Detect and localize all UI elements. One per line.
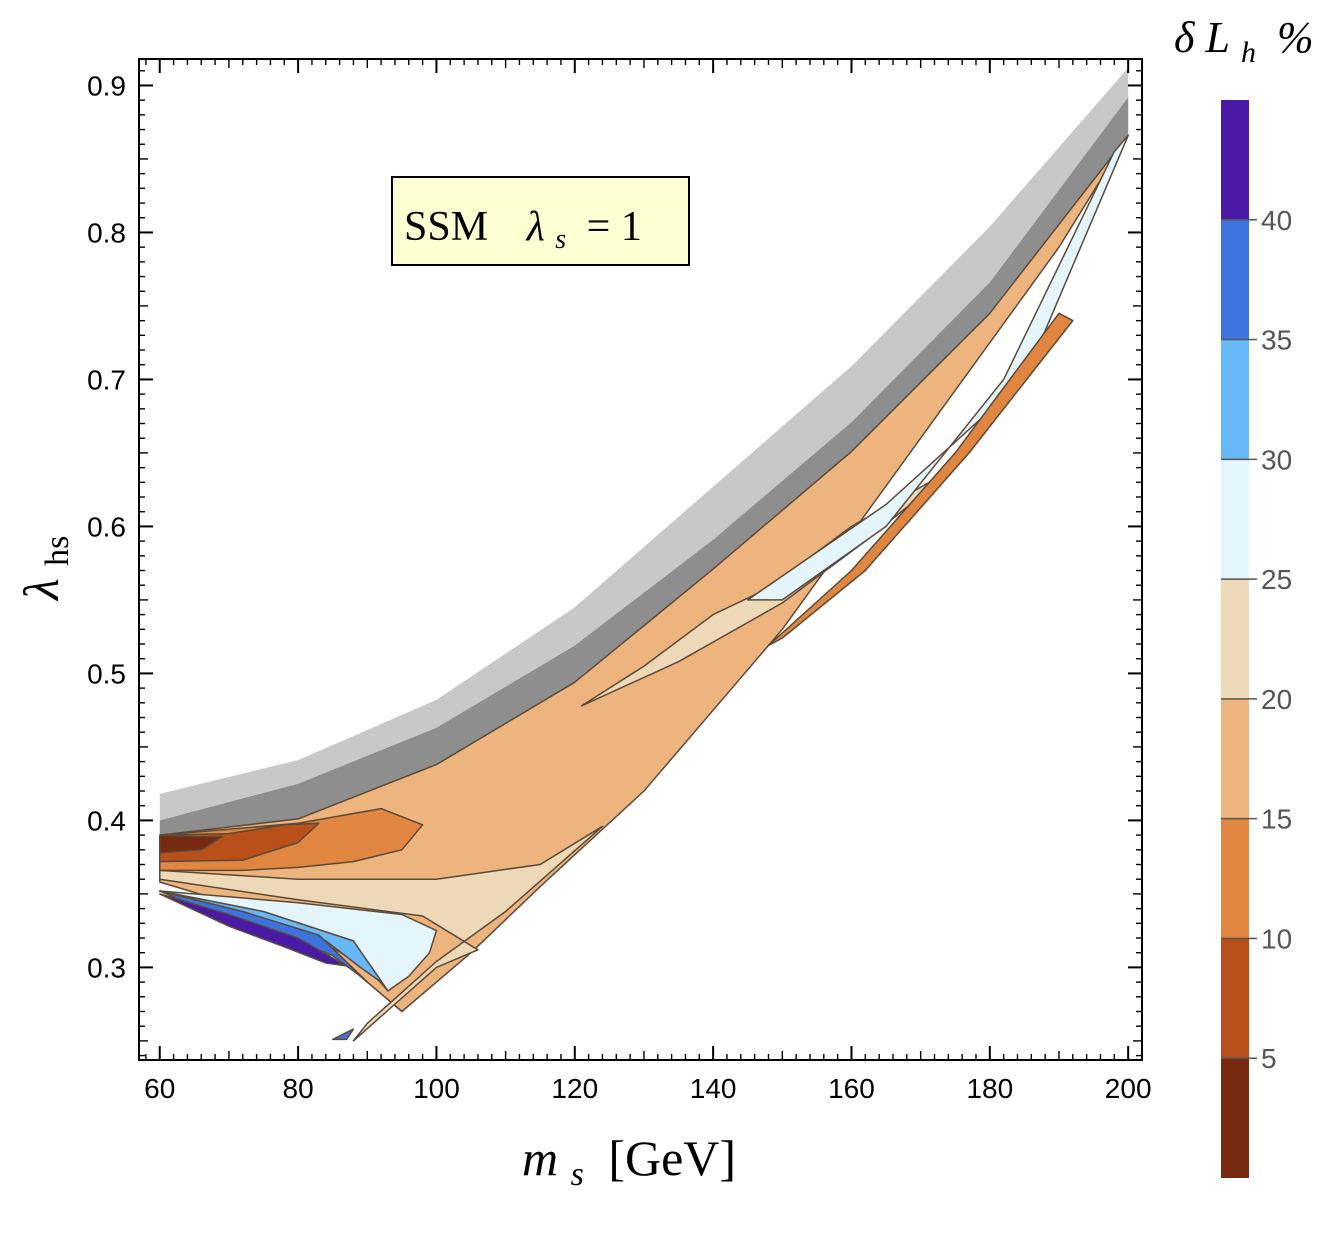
- x-tick-label: 160: [828, 1073, 875, 1104]
- contour-region-10-15-10: [767, 312, 1074, 647]
- x-axis-subscript: s: [571, 1156, 584, 1193]
- colorbar-segment-30-35: [1221, 339, 1249, 460]
- colorbar-tick-label: 30: [1261, 444, 1292, 475]
- plot-frame: [138, 58, 1143, 1061]
- contour-region-20-25-1: [159, 825, 604, 1042]
- x-axis-symbol: m: [522, 1130, 558, 1186]
- contour-region-0-5-12: [159, 834, 223, 854]
- annotation-model: SSM: [404, 204, 488, 250]
- x-tick-label: 200: [1105, 1073, 1152, 1104]
- contour-region-25-30-4: [746, 134, 1129, 601]
- svg-text:SSM λ s = 1: SSM λ s = 1: [404, 204, 642, 258]
- colorbar-tick-label: 25: [1261, 564, 1292, 595]
- y-tick-label: 0.4: [87, 805, 126, 836]
- y-axis-ticks: 0.3 0.4 0.5 0.6 0.7 0.8 0.9: [87, 70, 1142, 1057]
- colorbar-segment-10-15: [1221, 818, 1249, 939]
- y-tick-label: 0.9: [87, 70, 126, 101]
- x-tick-label: 60: [144, 1073, 175, 1104]
- annotation-parameter-subscript: s: [555, 224, 566, 255]
- colorbar-segment-5-10: [1221, 938, 1249, 1059]
- colorbar-tick-label: 10: [1261, 923, 1292, 954]
- colorbar-segment-15-20: [1221, 698, 1249, 819]
- annotation-box: SSM λ s = 1: [391, 176, 690, 266]
- annotation-parameter-value: = 1: [587, 204, 642, 250]
- colorbar-title: δ L h %: [1174, 13, 1314, 72]
- x-axis-ticks: 60 80 100 120 140 160 180 200: [144, 59, 1152, 1104]
- x-tick-label: 120: [551, 1073, 598, 1104]
- y-tick-label: 0.8: [87, 217, 126, 248]
- colorbar-segment-20-25: [1221, 579, 1249, 699]
- colorbar: 5 10 15 20 25 30 35 40: [1221, 100, 1292, 1178]
- x-axis-unit: [GeV]: [608, 1130, 736, 1186]
- colorbar-title-subscript: h: [1241, 36, 1256, 69]
- colorbar-tick-label: 35: [1261, 325, 1292, 356]
- x-tick-label: 140: [690, 1073, 737, 1104]
- y-axis-symbol: λ: [13, 578, 69, 602]
- colorbar-segment-0-5: [1221, 1058, 1249, 1178]
- y-axis-title: λ hs: [13, 536, 76, 602]
- contour-region-5-10-11: [159, 822, 320, 863]
- colorbar-title-unit: %: [1277, 13, 1314, 62]
- x-axis-title: m s [GeV]: [522, 1130, 736, 1196]
- contour-region-15-20-0: [159, 134, 1129, 1013]
- annotation-parameter-symbol: λ: [525, 204, 545, 250]
- contour-region-35-40-8: [331, 1028, 355, 1041]
- colorbar-segment-25-30: [1221, 459, 1249, 580]
- y-tick-label: 0.5: [87, 658, 126, 689]
- y-tick-label: 0.3: [87, 952, 126, 983]
- x-tick-label: 180: [966, 1073, 1013, 1104]
- colorbar-segment-40-45: [1221, 100, 1249, 220]
- x-tick-label: 100: [413, 1073, 460, 1104]
- colorbar-segment-35-40: [1221, 219, 1249, 340]
- colorbar-tick-label: 15: [1261, 804, 1292, 835]
- y-axis-subscript: hs: [39, 536, 76, 566]
- y-tick-label: 0.6: [87, 511, 126, 542]
- colorbar-tick-label: 5: [1261, 1043, 1277, 1074]
- y-tick-label: 0.7: [87, 364, 126, 395]
- colorbar-title-symbol: δ L: [1174, 13, 1230, 62]
- x-tick-label: 80: [283, 1073, 314, 1104]
- contour-region-40-45-7: [159, 893, 348, 967]
- colorbar-tick-label: 40: [1261, 205, 1292, 236]
- colorbar-tick-label: 20: [1261, 684, 1292, 715]
- plot-fill-layer: [159, 67, 1129, 1042]
